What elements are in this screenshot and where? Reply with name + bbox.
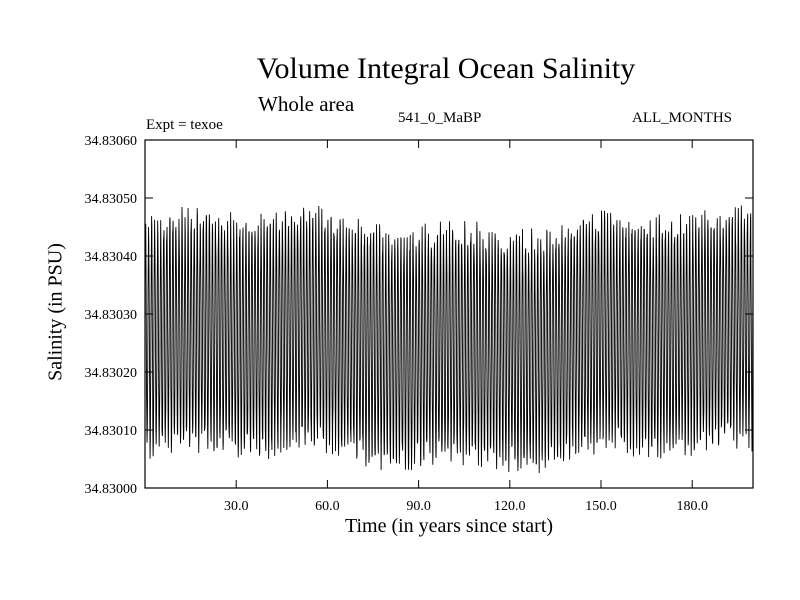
y-tick-label: 34.83040 (85, 250, 138, 265)
months-label: ALL_MONTHS (632, 110, 732, 126)
run-label: 541_0_MaBP (398, 110, 482, 126)
y-tick-label: 34.83060 (85, 134, 138, 149)
y-tick-label: 34.83020 (85, 366, 138, 381)
y-tick-label: 34.83010 (85, 424, 138, 439)
ticks-layer: 34.83000 34.83010 34.83020 34.83030 34.83040… (85, 134, 753, 514)
x-tick-label: 150.0 (585, 499, 617, 514)
x-tick-label: 90.0 (406, 499, 431, 514)
x-axis-label: Time (in years since start) (344, 515, 554, 537)
series-layer (144, 205, 754, 474)
experiment-label: Expt = texoe (146, 117, 223, 133)
chart-title: Volume Integral Ocean Salinity (256, 52, 636, 85)
x-tick-label: 60.0 (315, 499, 340, 514)
chart-subtitle: Whole area (258, 92, 355, 116)
y-tick-label: 34.83030 (85, 308, 138, 323)
y-tick-label: 34.83050 (85, 192, 138, 207)
x-tick-label: 120.0 (494, 499, 526, 514)
y-tick-label: 34.83000 (85, 482, 138, 497)
series-line-salinity (144, 205, 754, 474)
x-tick-label: 180.0 (676, 499, 708, 514)
x-tick-label: 30.0 (224, 499, 249, 514)
